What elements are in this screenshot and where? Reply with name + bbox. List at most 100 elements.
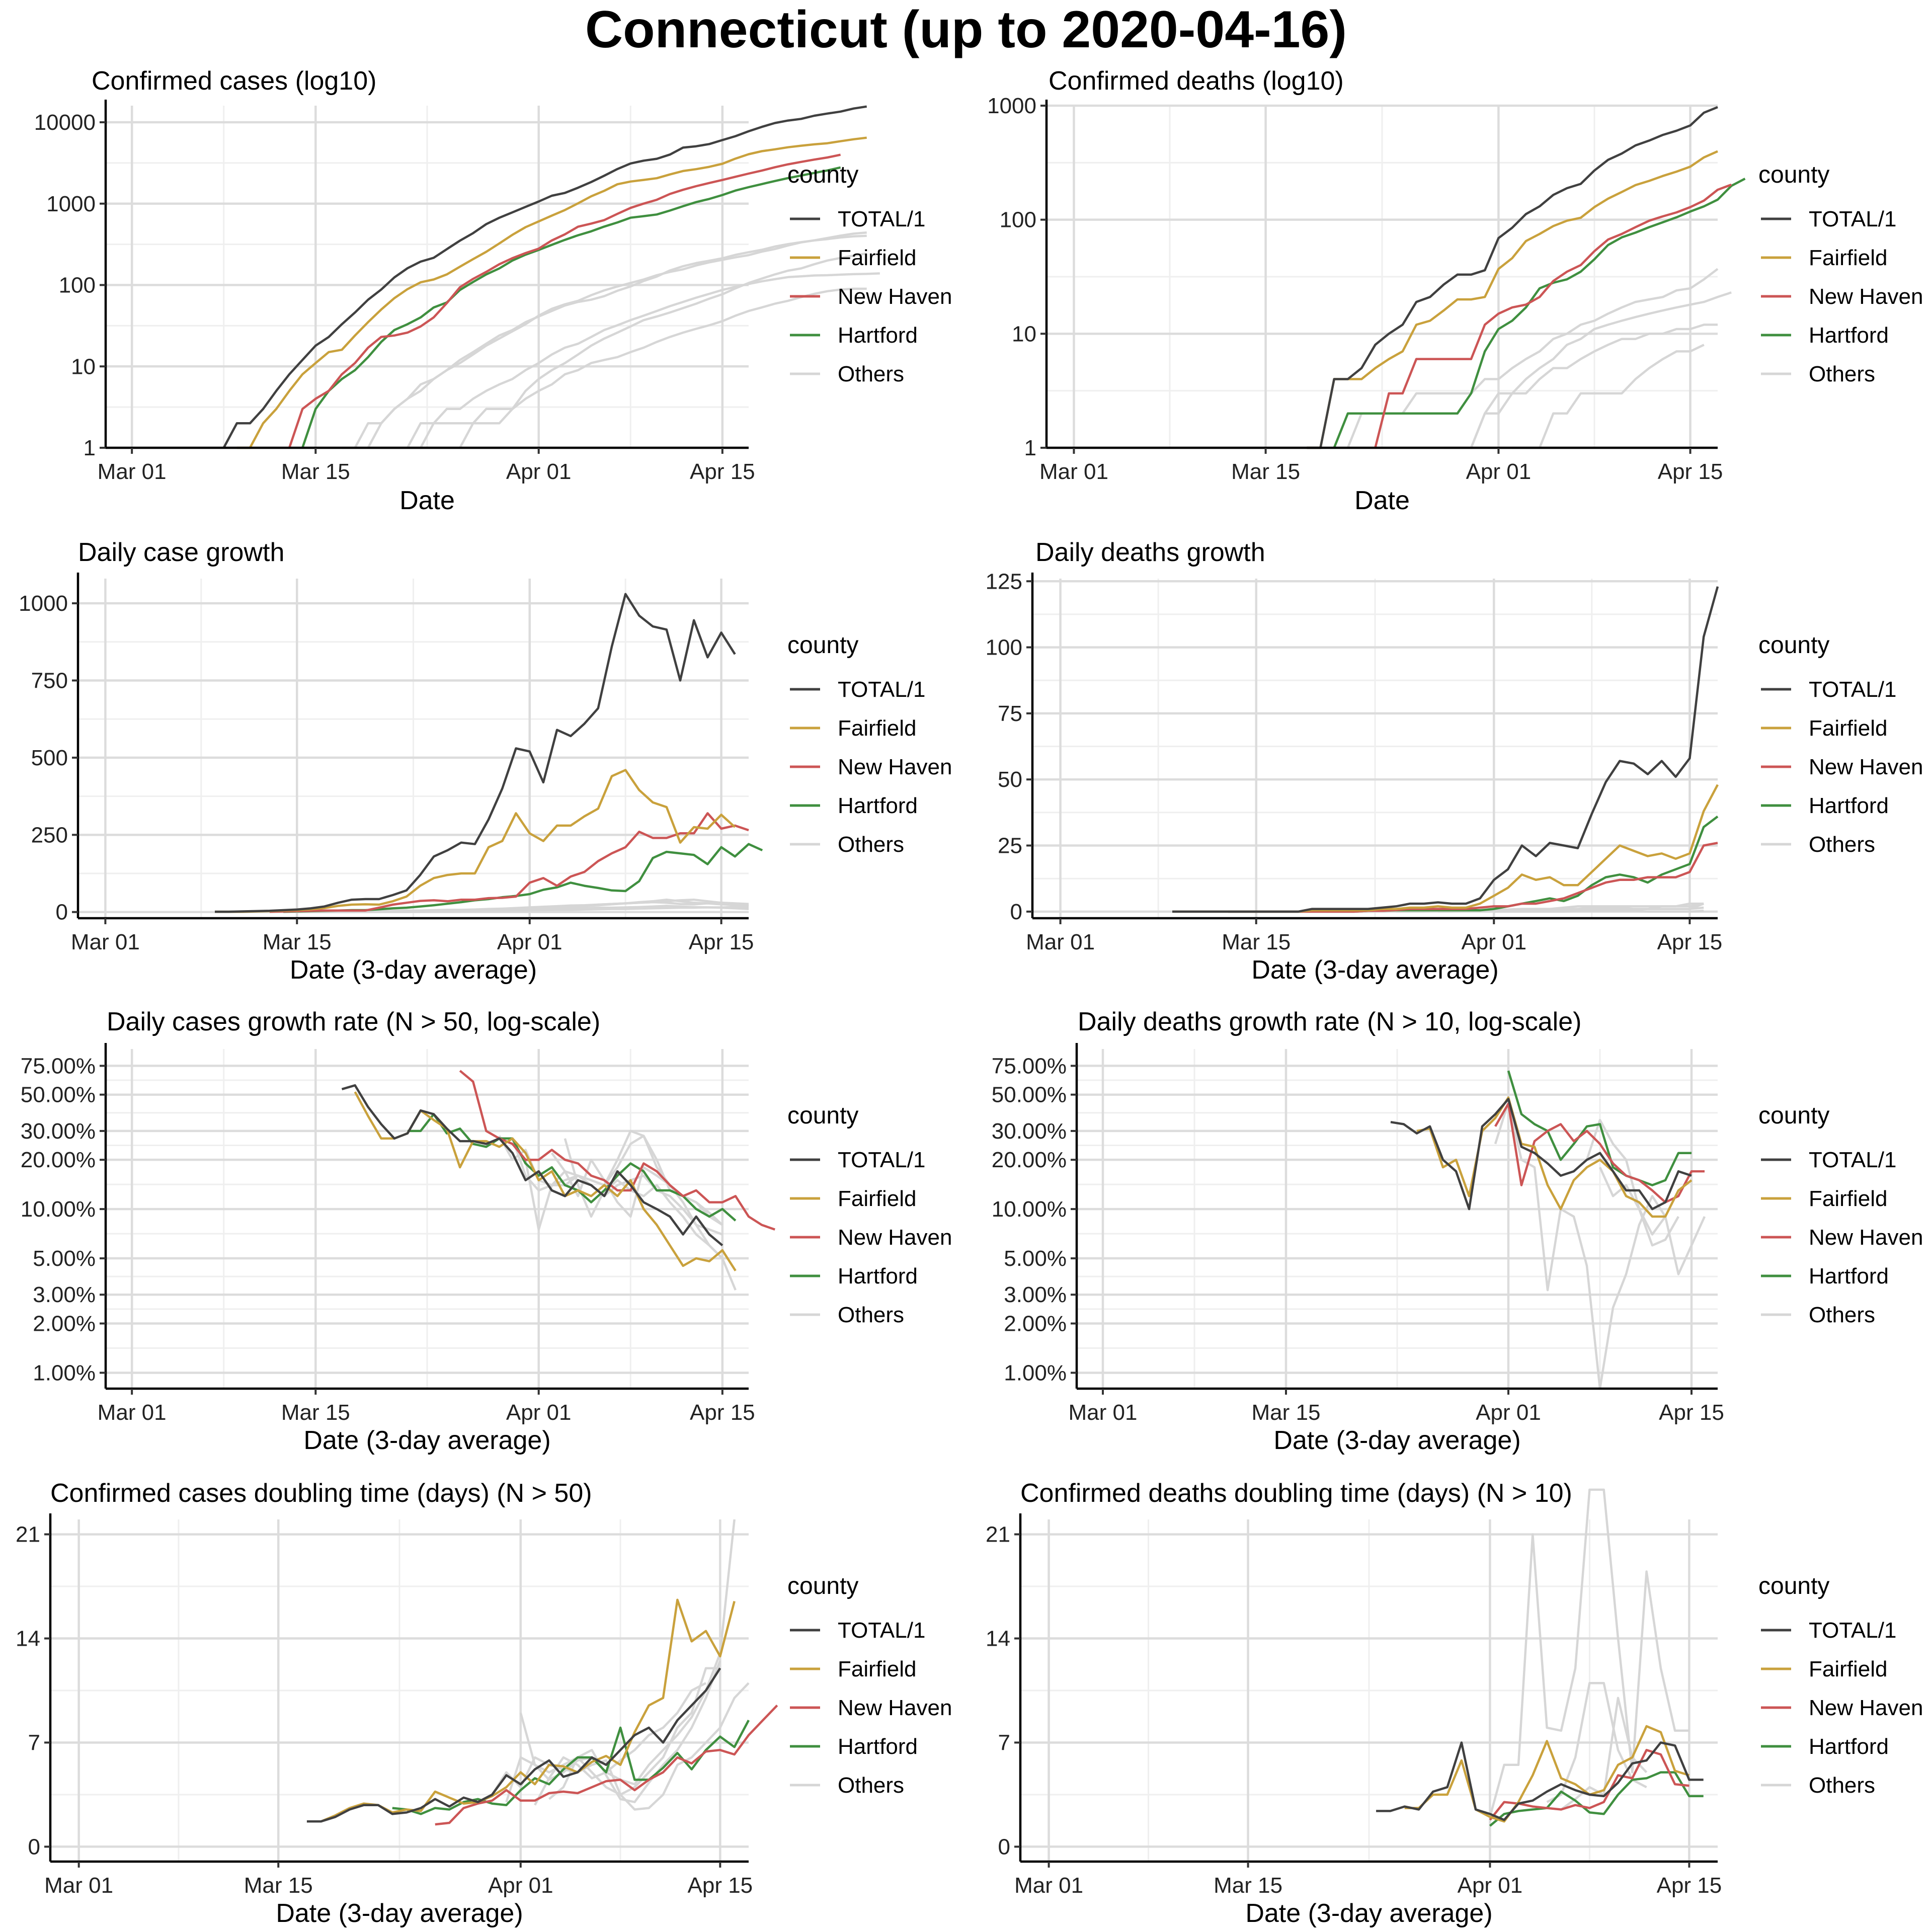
x-tick-label: Apr 15	[688, 1873, 753, 1898]
x-tick-label: Mar 15	[1252, 1400, 1321, 1425]
series-line-windham	[1494, 910, 1704, 913]
series-line-total-1	[222, 105, 867, 449]
x-tick-label: Mar 01	[1014, 1873, 1083, 1898]
legend-entry-label: Others	[838, 832, 904, 857]
series-line-total-1	[341, 1084, 723, 1247]
y-tick-label: 10.00%	[21, 1197, 96, 1222]
legend-entry-label: Hartford	[1809, 1264, 1889, 1289]
chart-panel-5: 1.00% 2.00% 3.00% 5.00% 10.00% 20.00% 30.00% 50…	[21, 1007, 952, 1455]
y-tick-label: 2.00%	[1004, 1312, 1067, 1336]
y-tick-label: 125	[986, 569, 1022, 594]
series-line-hartford	[392, 1720, 750, 1815]
legend-entry-label: TOTAL/1	[1809, 207, 1896, 231]
series-line-new-haven	[1494, 1102, 1705, 1203]
legend-entry-label: New Haven	[1809, 1225, 1923, 1250]
series-line-fairfield	[215, 769, 736, 913]
y-tick-label: 10000	[34, 110, 96, 135]
series-line-new-haven	[435, 1705, 778, 1826]
series-line-tolland	[368, 272, 880, 449]
x-axis-label: Date (3-day average)	[303, 1426, 550, 1455]
series-line-hartford	[1507, 1070, 1692, 1186]
legend-title: county	[1758, 1573, 1829, 1599]
chart-title: Confirmed deaths doubling time (days) (N…	[1020, 1479, 1572, 1508]
legend-entry-label: New Haven	[838, 755, 952, 779]
legend-entry-label: Fairfield	[1809, 716, 1888, 741]
y-tick-label: 3.00%	[1004, 1282, 1067, 1307]
legend-entry-label: Fairfield	[1809, 246, 1888, 270]
series-line-new-haven	[459, 1070, 775, 1231]
legend-title: county	[787, 1573, 858, 1599]
series-line-hartford	[1228, 816, 1719, 913]
legend: county TOTAL/1 Fairfield New Haven Hartford O…	[1758, 162, 1923, 386]
y-tick-label: 21	[986, 1522, 1010, 1547]
legend-entry-label: New Haven	[1809, 1696, 1923, 1720]
legend-entry-label: Others	[1809, 1303, 1875, 1327]
legend-entry-label: TOTAL/1	[1809, 1148, 1896, 1172]
y-tick-label: 7	[998, 1730, 1010, 1755]
x-tick-label: Apr 15	[1657, 1873, 1722, 1898]
y-tick-label: 21	[16, 1522, 40, 1547]
y-tick-label: 10.00%	[992, 1197, 1067, 1222]
series-line-total-1	[1390, 1098, 1692, 1211]
series-line-hartford	[1489, 1771, 1704, 1827]
series-line-litchfield	[1346, 268, 1719, 448]
legend: county TOTAL/1 Fairfield New Haven Hartford O…	[1758, 1573, 1923, 1798]
y-tick-label: 0	[998, 1834, 1010, 1859]
y-tick-label: 0	[28, 1834, 40, 1859]
y-tick-label: 500	[31, 746, 68, 770]
legend-entry-label: Fairfield	[838, 1186, 917, 1211]
legend-entry-label: TOTAL/1	[838, 1618, 925, 1643]
series-line-fairfield	[1416, 1096, 1693, 1218]
x-tick-label: Mar 15	[281, 459, 350, 484]
legend-entry-label: Fairfield	[1809, 1186, 1888, 1211]
x-axis-label: Date	[1354, 486, 1410, 515]
y-tick-label: 3.00%	[33, 1282, 96, 1307]
x-tick-label: Apr 01	[497, 930, 562, 954]
x-tick-label: Apr 15	[689, 930, 754, 954]
chart-panel-7: 0 7 14 21 Mar 01 Mar 15 Apr 01 Apr 15 Confirmed …	[16, 1479, 952, 1928]
page-title: Connecticut (up to 2020-04-16)	[585, 1, 1347, 59]
y-tick-label: 2.00%	[33, 1312, 96, 1336]
y-tick-label: 50.00%	[21, 1083, 96, 1107]
chart-panel-3: 0 250 500 750 1000 Mar 01 Mar 15 Apr 01 Apr 15 Da…	[19, 538, 952, 985]
legend-entry-label: Hartford	[838, 1734, 918, 1759]
x-tick-label: Mar 15	[1222, 930, 1291, 954]
y-tick-label: 1000	[19, 591, 68, 616]
series-line-windham	[534, 1682, 707, 1806]
series-line-new-haven	[288, 153, 841, 448]
y-tick-label: 7	[28, 1730, 40, 1755]
legend-title: county	[787, 632, 858, 659]
chart-title: Daily deaths growth rate (N > 10, log-sc…	[1078, 1007, 1581, 1036]
chart-title: Daily case growth	[78, 538, 284, 567]
y-tick-label: 75	[998, 701, 1022, 726]
legend-entry-label: Hartford	[838, 793, 918, 818]
y-tick-label: 75.00%	[992, 1054, 1067, 1078]
series-line-total-1	[1172, 586, 1719, 913]
legend-title: county	[1758, 1102, 1829, 1129]
series-line-total-1	[1376, 1741, 1704, 1821]
series-line-new-london	[407, 252, 867, 449]
legend-entry-label: Others	[1809, 1773, 1875, 1798]
series-line-middlesex	[511, 1135, 723, 1226]
y-tick-label: 25	[998, 834, 1022, 858]
x-tick-label: Mar 15	[1231, 459, 1300, 484]
legend: county TOTAL/1 Fairfield New Haven Hartford O…	[787, 632, 952, 857]
x-axis-label: Date (3-day average)	[1273, 1426, 1520, 1455]
legend-entry-label: New Haven	[838, 1225, 952, 1250]
legend-entry-label: TOTAL/1	[1809, 677, 1896, 702]
legend-entry-label: TOTAL/1	[1809, 1618, 1896, 1643]
chart-title: Confirmed cases (log10)	[92, 66, 376, 96]
y-tick-label: 750	[31, 669, 68, 693]
x-tick-label: Mar 01	[71, 930, 140, 954]
x-tick-label: Apr 01	[1461, 930, 1526, 954]
chart-panel-4: 0 25 50 75 100 125 Mar 01 Mar 15 Apr 01 Apr 15 Dai…	[986, 538, 1923, 985]
legend-entry-label: Others	[838, 1303, 904, 1327]
legend: county TOTAL/1 Fairfield New Haven Hartford O…	[1758, 1102, 1923, 1327]
x-tick-label: Apr 01	[506, 1400, 572, 1425]
series-line-fairfield	[320, 1598, 736, 1823]
legend-entry-label: Others	[838, 362, 904, 386]
series-line-fairfield	[1404, 1725, 1690, 1823]
y-tick-label: 20.00%	[992, 1148, 1067, 1172]
series-line-hartford	[1333, 178, 1746, 448]
chart-title: Confirmed cases doubling time (days) (N …	[50, 1479, 592, 1508]
